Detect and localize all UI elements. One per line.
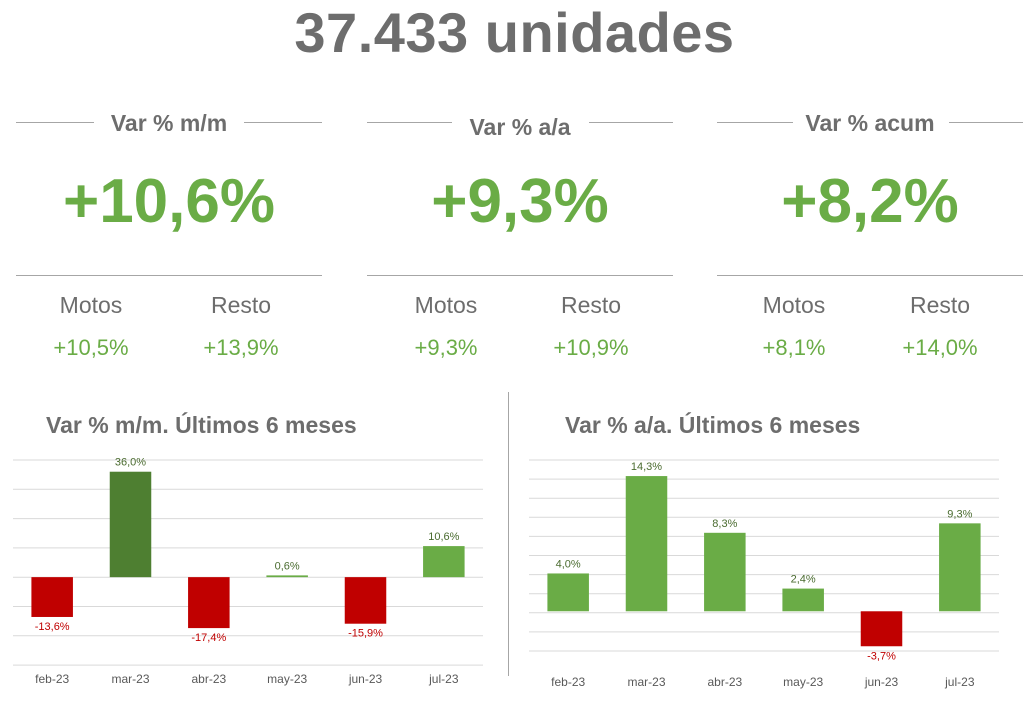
kpi-label: Var % m/m [110,110,228,136]
x-tick-label: abr-23 [707,675,742,689]
kpi-label: Var % a/a [469,114,571,140]
chart-title-mm: Var % m/m. Últimos 6 meses [46,412,357,438]
divider [367,275,673,276]
data-label: -17,4% [191,632,226,644]
kpi-header: Var % a/a [367,110,673,140]
bar-jun-23 [860,611,903,647]
x-tick-label: feb-23 [35,672,69,686]
data-label: -15,9% [348,628,383,640]
x-tick-label: may-23 [783,675,823,689]
x-tick-label: jun-23 [864,675,899,689]
kpi-sub-resto: Resto +10,9% [516,292,666,361]
x-tick-label: feb-23 [551,675,585,689]
kpi-sub-motos: Motos +10,5% [16,292,166,361]
kpi-header: Var % m/m [16,110,322,136]
divider [244,122,322,123]
x-tick-label: jul-23 [944,675,975,689]
sub-value: +8,1% [762,335,826,360]
kpi-header: Var % acum [717,110,1023,136]
data-label: 8,3% [712,518,737,530]
data-label: -13,6% [35,621,70,633]
page-title: 37.433 unidades [294,1,735,64]
kpi-var-aa: Var % a/a +9,3% Motos +9,3% Resto +10,9% [367,100,673,370]
section-divider [508,392,509,676]
kpi-sub-resto: Resto +13,9% [166,292,316,361]
data-label: 36,0% [115,457,146,469]
sub-label: Motos [414,292,478,318]
x-tick-label: jun-23 [348,672,383,686]
x-tick-label: jul-23 [428,672,459,686]
sub-value: +14,0% [902,335,978,360]
sub-label: Motos [59,292,123,318]
bar-mar-23 [625,476,668,612]
sub-value: +10,9% [553,335,629,360]
bar-jul-23 [423,546,465,578]
bar-feb-23 [31,577,73,617]
sub-label: Resto [909,292,971,318]
kpi-label: Var % acum [805,110,935,136]
bar-abr-23 [704,532,746,612]
divider [16,122,94,123]
kpi-value: +8,2% [781,167,959,236]
kpi-value: +10,6% [62,167,275,236]
sub-value: +10,5% [53,335,129,360]
kpi-var-acum: Var % acum +8,2% Motos +8,1% Resto +14,0… [717,100,1023,370]
bar-may-23 [266,575,308,578]
divider [16,275,322,276]
kpi-value: +9,3% [431,167,609,236]
x-tick-label: may-23 [267,672,307,686]
bar-abr-23 [188,577,230,629]
x-tick-label: abr-23 [191,672,226,686]
data-label: 14,3% [631,461,662,473]
data-label: 10,6% [428,531,459,543]
x-tick-label: mar-23 [111,672,149,686]
sub-label: Motos [762,292,826,318]
x-tick-label: mar-23 [627,675,665,689]
data-label: 2,4% [791,574,816,586]
sub-value: +9,3% [414,335,478,360]
sub-label: Resto [560,292,622,318]
kpi-sub-motos: Motos +8,1% [719,292,869,361]
divider [717,275,1023,276]
kpi-sub-resto: Resto +14,0% [865,292,1015,361]
bar-jul-23 [939,523,981,612]
data-label: 0,6% [275,560,300,572]
bar-may-23 [782,588,824,612]
sub-label: Resto [210,292,272,318]
bar-jun-23 [344,577,387,624]
data-label: 9,3% [947,508,972,520]
data-label: -3,7% [867,650,896,662]
divider [589,122,673,123]
kpi-var-mm: Var % m/m +10,6% Motos +10,5% Resto +13,… [16,100,322,370]
data-label: 4,0% [556,558,581,570]
bar-mar-23 [109,471,152,578]
kpi-sub-motos: Motos +9,3% [371,292,521,361]
bar-feb-23 [547,573,589,612]
sub-value: +13,9% [203,335,279,360]
divider [717,122,793,123]
divider [367,122,452,123]
divider [949,122,1023,123]
chart-title-aa: Var % a/a. Últimos 6 meses [565,412,861,438]
